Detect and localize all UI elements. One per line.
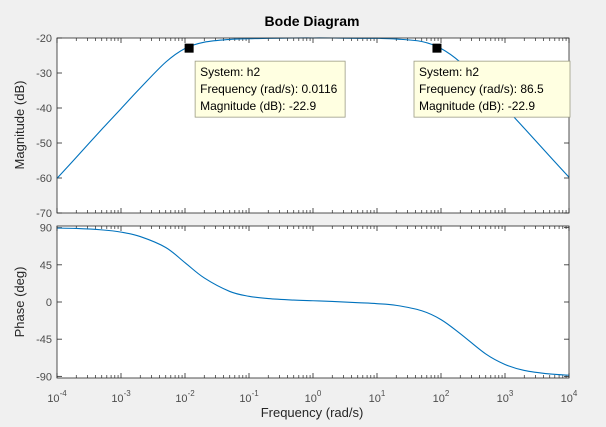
datatip-box — [194, 60, 346, 118]
datatip-box — [413, 60, 571, 118]
x-tick-label: 10-4 — [47, 389, 67, 405]
datatip-text-line: System: h2 — [200, 65, 260, 79]
datatip-marker[interactable] — [432, 43, 442, 53]
datatip-text-line: Frequency (rad/s): 86.5 — [419, 82, 544, 96]
datatip-text-line: System: h2 — [419, 65, 479, 79]
phase-y-tick-label: -90 — [36, 371, 52, 383]
x-tick-label: 103 — [497, 389, 514, 405]
phase-axes[interactable]: 90 45 0 -45 -90 — [36, 223, 570, 384]
magnitude-y-tick-label: -60 — [36, 173, 52, 185]
phase-y-tick-label: 0 — [46, 297, 52, 309]
magnitude-y-tick-label: -70 — [36, 208, 52, 220]
datatip-2[interactable]: System: h2 Frequency (rad/s): 86.5 Magnitu… — [413, 43, 571, 118]
x-tick-label: 10-1 — [239, 389, 259, 405]
x-tick-label: 104 — [561, 389, 578, 405]
x-tick-label: 10-3 — [111, 389, 131, 405]
magnitude-y-tick-label: -30 — [36, 68, 52, 80]
chart-title: Bode Diagram — [265, 13, 360, 29]
datatip-text-line: Magnitude (dB): -22.9 — [200, 99, 316, 113]
magnitude-y-tick-label: -50 — [36, 138, 52, 150]
magnitude-axes-frame — [56, 37, 570, 214]
datatip-marker[interactable] — [184, 43, 194, 53]
magnitude-y-tick-label: -40 — [36, 103, 52, 115]
phase-response-line[interactable] — [56, 227, 570, 376]
datatip-1[interactable]: System: h2 Frequency (rad/s): 0.0116 Magni… — [184, 43, 346, 118]
phase-axes-frame — [56, 225, 570, 379]
x-tick-label: 101 — [369, 389, 386, 405]
x-axis-label: Frequency (rad/s) — [261, 405, 364, 420]
phase-y-tick-label: -45 — [36, 334, 52, 346]
magnitude-axis-label: Magnitude (dB) — [12, 81, 27, 170]
magnitude-axes[interactable]: -20 -30 -40 -50 -60 -70 System: h2 Frequency (r… — [36, 33, 571, 220]
x-tick-label: 100 — [305, 389, 322, 405]
phase-y-tick-label: 45 — [40, 260, 52, 272]
phase-axis-label: Phase (deg) — [12, 267, 27, 338]
phase-plot-area — [57, 226, 569, 378]
magnitude-y-tick-label: -20 — [36, 33, 52, 45]
x-tick-label: 10-2 — [175, 389, 195, 405]
x-tick-label: 102 — [433, 389, 450, 405]
x-tick-labels: 10-4 10-3 10-2 10-1 100 101 102 103 104 — [47, 389, 578, 405]
datatip-text-line: Frequency (rad/s): 0.0116 — [200, 82, 338, 96]
datatip-text-line: Magnitude (dB): -22.9 — [419, 99, 535, 113]
phase-y-tick-label: 90 — [40, 223, 52, 235]
